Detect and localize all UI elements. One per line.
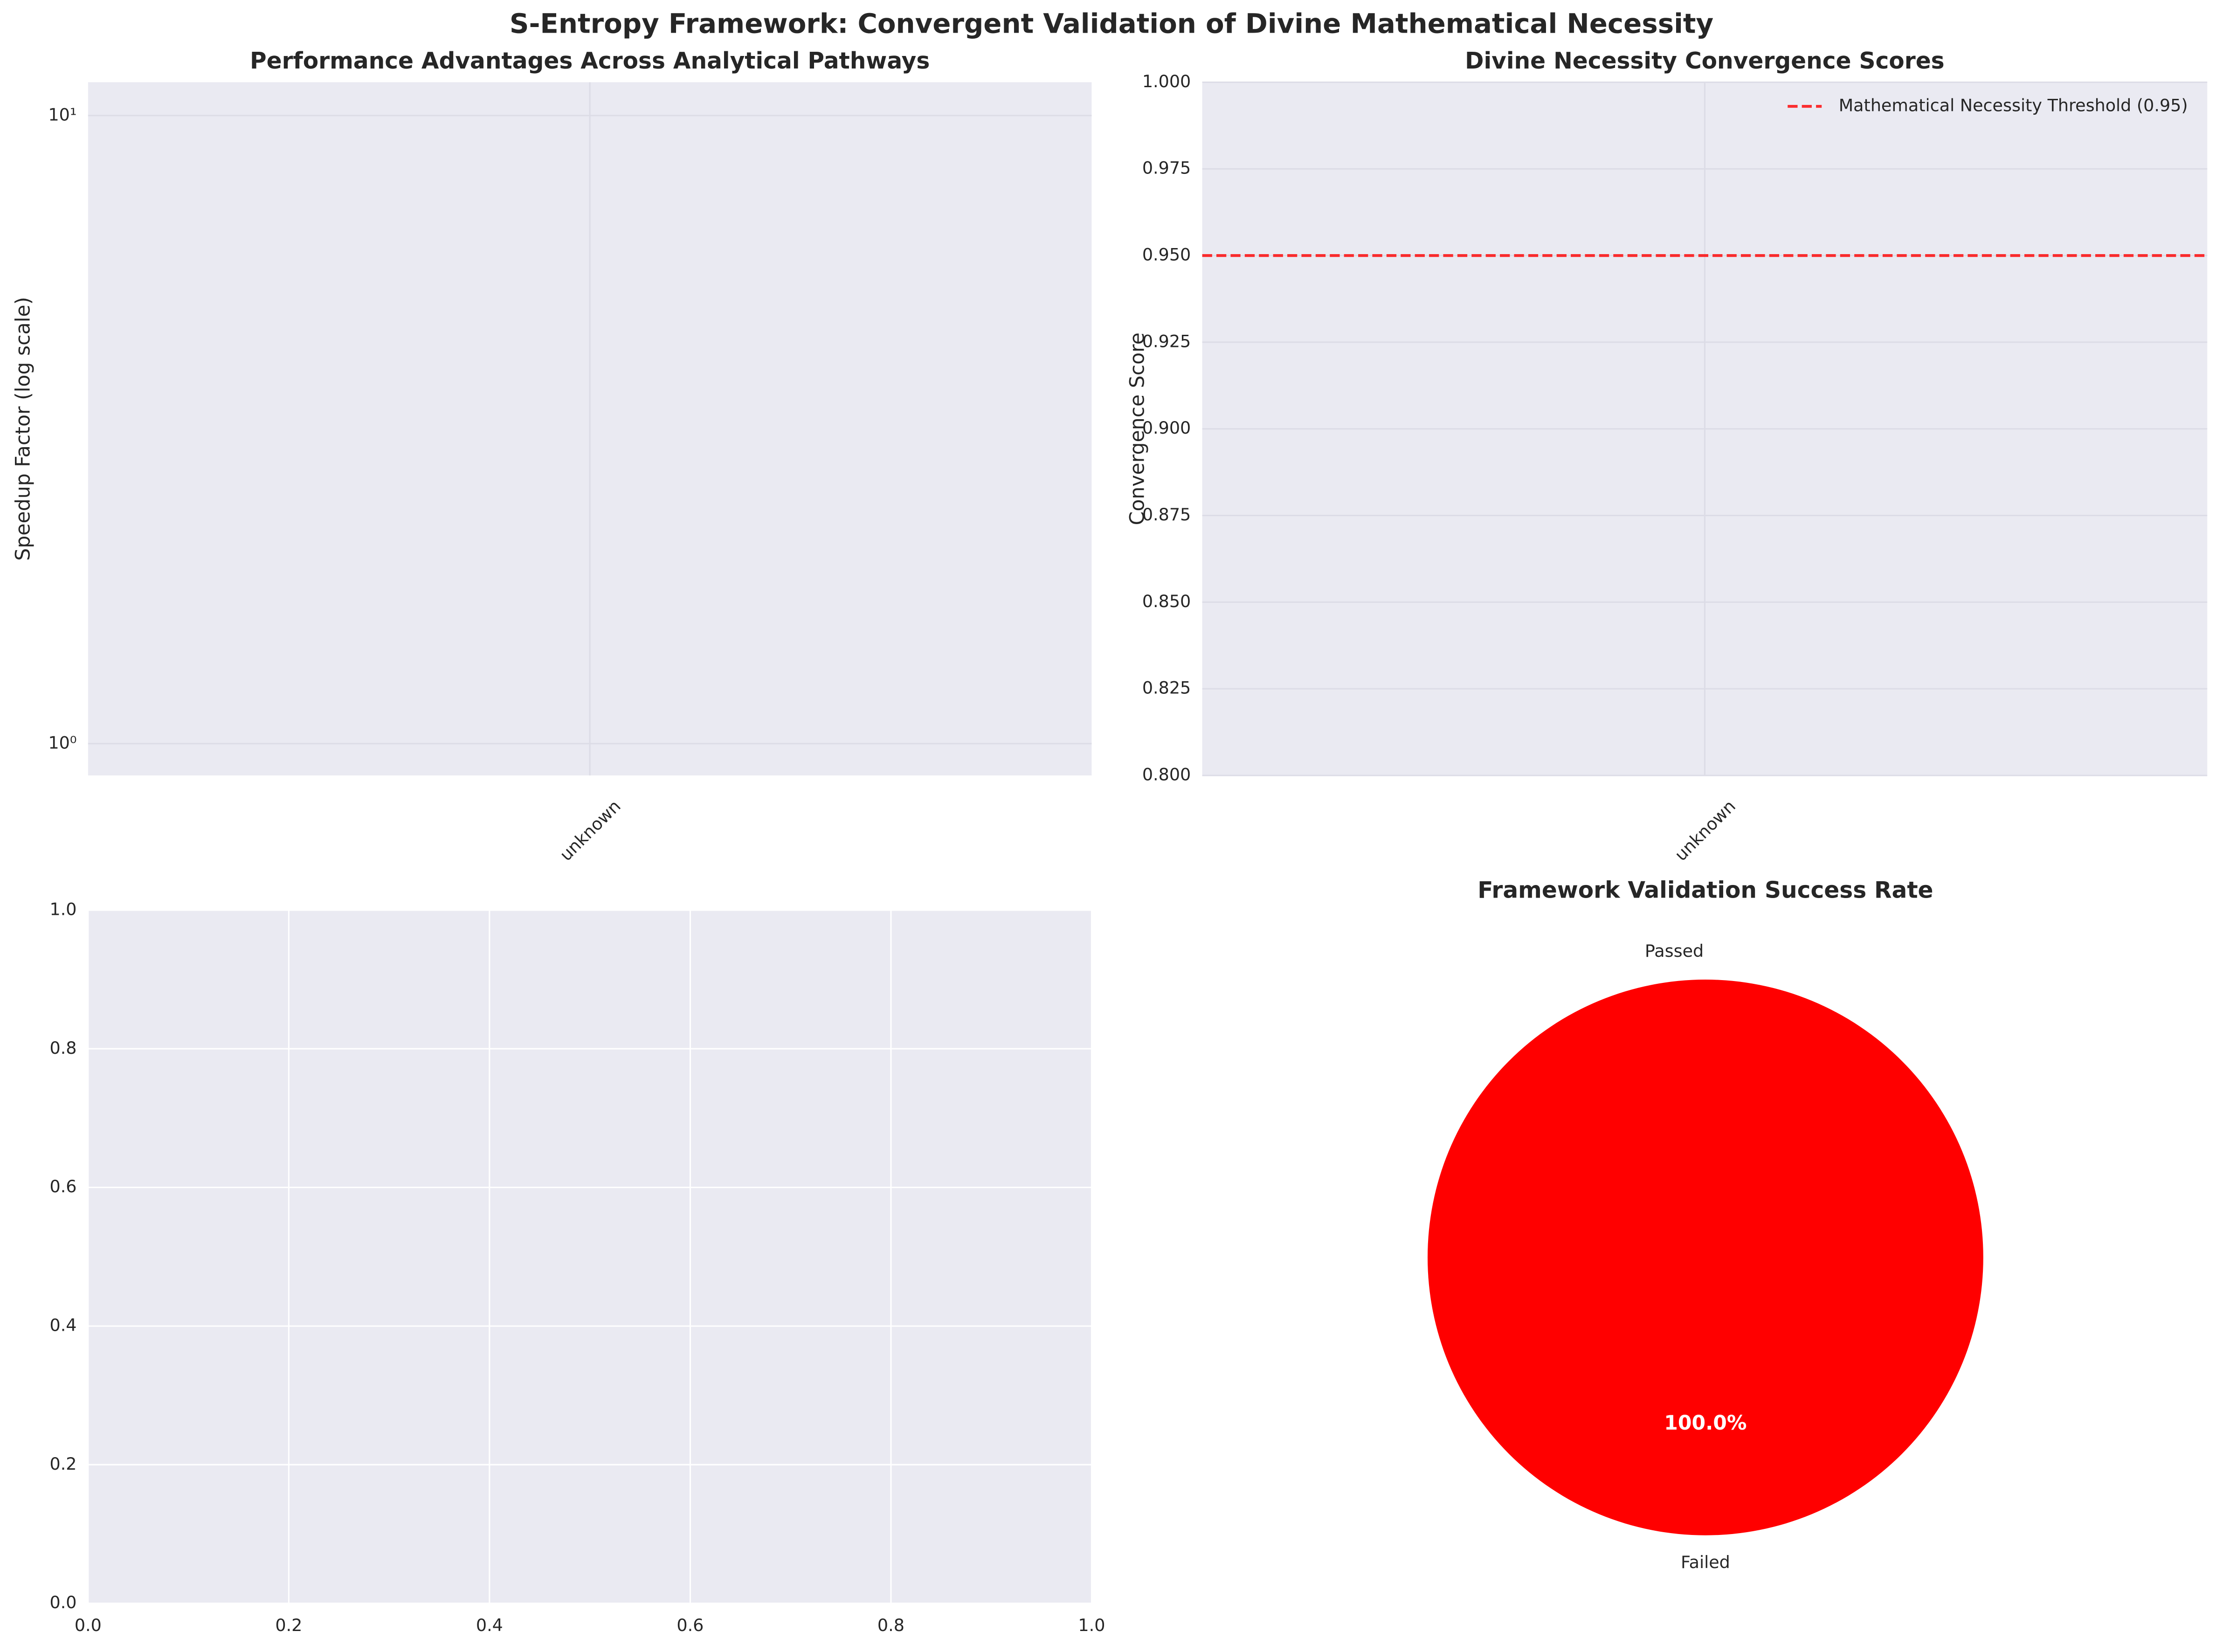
pie-label: Passed <box>1645 941 1704 961</box>
y-tick-label: 0.6 <box>50 1176 77 1196</box>
x-tick-label: 0.4 <box>476 1615 503 1635</box>
y-tick-label: 1.0 <box>50 899 77 919</box>
x-tick-label: 1.0 <box>1078 1615 1105 1635</box>
y-tick-label: 10¹ <box>48 104 76 124</box>
y-tick-label: 1.000 <box>1142 71 1191 91</box>
chart-title: Framework Validation Success Rate <box>1477 877 1933 903</box>
y-tick-label: 0.900 <box>1142 418 1191 438</box>
y-tick-label: 0.850 <box>1142 591 1191 611</box>
legend-label: Mathematical Necessity Threshold (0.95) <box>1839 96 2188 116</box>
chart-title: Divine Necessity Convergence Scores <box>1465 48 1944 74</box>
x-tick-label: unknown <box>556 796 625 865</box>
pie-value-label: 100.0% <box>1664 1411 1747 1435</box>
x-tick-label: 0.2 <box>275 1615 302 1635</box>
y-tick-label: 0.0 <box>50 1592 77 1612</box>
y-tick-label: 0.825 <box>1142 678 1191 698</box>
chart-title: Performance Advantages Across Analytical… <box>250 48 930 74</box>
plot-area <box>88 910 1092 1604</box>
y-tick-label: 0.2 <box>50 1454 77 1474</box>
y-axis-label: Convergence Score <box>1125 332 1149 525</box>
figure-title: S-Entropy Framework: Convergent Validati… <box>510 7 1713 39</box>
x-tick-label: 0.0 <box>75 1615 102 1635</box>
y-tick-label: 0.950 <box>1142 245 1191 265</box>
pie-slice <box>1428 979 1983 1535</box>
y-axis-label: Speedup Factor (log scale) <box>12 297 35 561</box>
x-tick-label: 0.8 <box>877 1615 904 1635</box>
y-tick-label: 0.875 <box>1142 505 1191 525</box>
y-tick-label: 10⁰ <box>48 733 76 753</box>
pie-label: Failed <box>1681 1552 1730 1572</box>
y-tick-label: 0.4 <box>50 1315 77 1335</box>
x-tick-label: 0.6 <box>677 1615 704 1635</box>
x-tick-label: unknown <box>1671 796 1740 865</box>
y-tick-label: 0.800 <box>1142 765 1191 785</box>
y-tick-label: 0.925 <box>1142 331 1191 351</box>
y-tick-label: 0.8 <box>50 1038 77 1058</box>
y-tick-label: 0.975 <box>1142 158 1191 178</box>
